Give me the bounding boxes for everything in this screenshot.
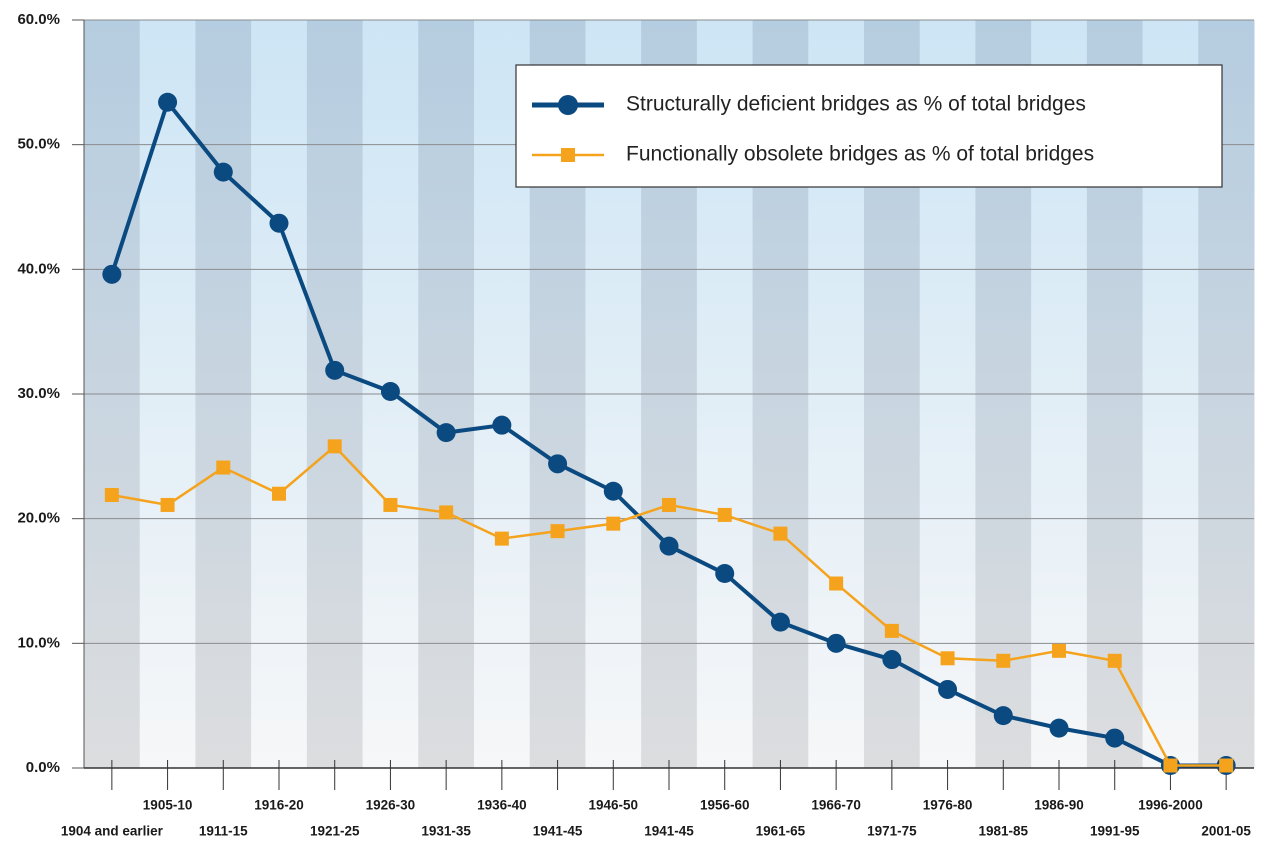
marker bbox=[1052, 643, 1066, 658]
marker bbox=[662, 497, 676, 512]
marker bbox=[996, 653, 1011, 668]
x-tick-label: 1976-80 bbox=[923, 798, 973, 813]
x-tick-label: 1986-90 bbox=[1034, 798, 1084, 813]
marker bbox=[213, 162, 233, 182]
x-tick-label: 1905-10 bbox=[143, 798, 193, 813]
marker bbox=[272, 486, 286, 501]
x-tick-label: 1956-60 bbox=[700, 798, 750, 813]
x-tick-label: 1941-45 bbox=[533, 824, 583, 839]
y-tick-label: 40.0% bbox=[17, 260, 60, 277]
marker bbox=[606, 516, 621, 531]
x-tick-label: 1991-95 bbox=[1090, 824, 1140, 839]
y-tick-label: 60.0% bbox=[17, 11, 60, 28]
y-tick-label: 0.0% bbox=[26, 759, 60, 776]
marker bbox=[269, 213, 289, 233]
x-tick-label: 1926-30 bbox=[366, 798, 416, 813]
marker bbox=[158, 92, 178, 112]
x-tick-label: 1931-35 bbox=[421, 824, 471, 839]
marker bbox=[327, 439, 342, 454]
x-tick-label: 1911-15 bbox=[199, 824, 248, 839]
y-tick-label: 30.0% bbox=[17, 385, 60, 402]
y-tick-label: 50.0% bbox=[17, 136, 60, 153]
marker bbox=[884, 623, 899, 638]
marker bbox=[715, 564, 735, 584]
x-tick-label: 1946-50 bbox=[589, 798, 639, 813]
x-tick-label: 1921-25 bbox=[310, 824, 360, 839]
marker bbox=[1105, 728, 1125, 748]
marker bbox=[550, 524, 565, 539]
legend-marker bbox=[561, 148, 575, 162]
marker bbox=[494, 531, 509, 546]
x-tick-label: 1966-70 bbox=[811, 798, 861, 813]
x-tick-label: 1961-65 bbox=[756, 824, 806, 839]
marker bbox=[216, 460, 231, 475]
marker bbox=[1049, 718, 1069, 738]
y-tick-label: 10.0% bbox=[17, 634, 60, 651]
marker bbox=[492, 415, 512, 435]
marker bbox=[940, 651, 955, 666]
marker bbox=[659, 536, 679, 556]
marker bbox=[938, 679, 958, 699]
marker bbox=[548, 454, 568, 474]
marker bbox=[770, 612, 790, 632]
marker bbox=[826, 633, 846, 653]
legend-label: Structurally deficient bridges as % of t… bbox=[626, 93, 1086, 116]
x-tick-label: 2001-05 bbox=[1201, 824, 1251, 839]
marker bbox=[160, 497, 175, 512]
marker bbox=[717, 507, 732, 522]
marker bbox=[1107, 653, 1122, 668]
marker bbox=[436, 423, 456, 443]
marker bbox=[603, 481, 623, 501]
x-tick-label: 1996-2000 bbox=[1138, 798, 1203, 813]
x-tick-label: 1936-40 bbox=[477, 798, 527, 813]
marker bbox=[882, 650, 902, 670]
marker bbox=[993, 706, 1013, 726]
marker bbox=[1219, 758, 1234, 773]
marker bbox=[102, 264, 122, 284]
x-tick-label: 1981-85 bbox=[979, 824, 1029, 839]
marker bbox=[380, 382, 400, 402]
marker bbox=[1163, 758, 1178, 773]
x-tick-label: 1904 and earlier bbox=[61, 824, 164, 839]
marker bbox=[325, 360, 345, 380]
marker bbox=[439, 505, 454, 520]
y-tick-label: 20.0% bbox=[17, 510, 60, 527]
x-tick-label: 1941-45 bbox=[644, 824, 694, 839]
marker bbox=[773, 526, 788, 541]
x-tick-label: 1971-75 bbox=[867, 824, 917, 839]
legend-label: Functionally obsolete bridges as % of to… bbox=[626, 143, 1094, 166]
marker bbox=[383, 497, 398, 512]
legend-box bbox=[515, 64, 1223, 188]
x-tick-label: 1916-20 bbox=[254, 798, 304, 813]
legend-marker bbox=[558, 95, 578, 115]
marker bbox=[104, 487, 119, 502]
marker bbox=[829, 576, 844, 591]
